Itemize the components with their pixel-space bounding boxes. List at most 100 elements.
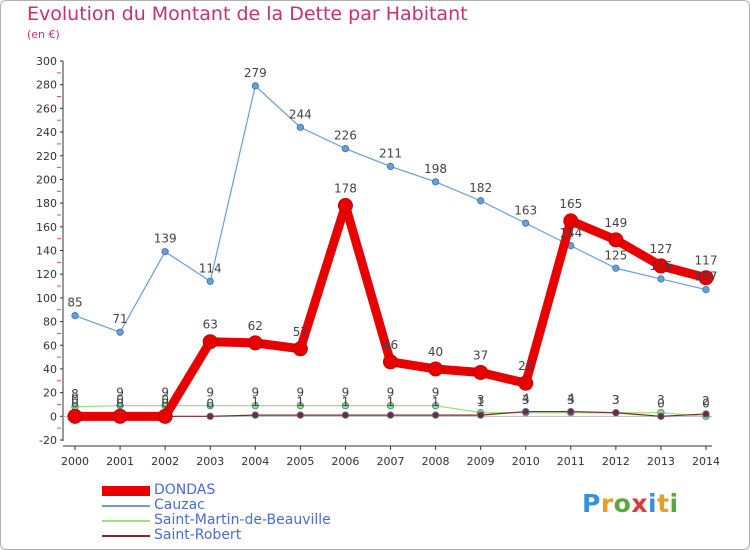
data-point-cauzac <box>161 248 169 256</box>
data-point-dondas <box>608 232 624 248</box>
y-tick-label: 140 <box>36 245 57 258</box>
x-tick-label: 2000 <box>61 455 89 468</box>
y-tick-label: 0 <box>50 410 57 423</box>
y-tick-label: 120 <box>36 268 57 281</box>
data-label-saint-martin-de-beauville: 9 <box>297 386 305 400</box>
data-label-dondas: 149 <box>604 216 627 230</box>
data-label-saint-robert: 1 <box>432 395 440 409</box>
data-point-saint-martin-de-beauville <box>341 402 350 410</box>
data-label-dondas: 165 <box>559 197 582 211</box>
data-label-saint-martin-de-beauville: 3 <box>522 393 530 407</box>
x-tick-label: 2011 <box>557 455 585 468</box>
data-label-cauzac: 279 <box>244 66 267 80</box>
logo-letter: r <box>600 489 614 518</box>
data-point-dondas <box>112 408 128 424</box>
data-label-cauzac: 244 <box>289 107 312 121</box>
data-label-saint-robert: 0 <box>657 396 665 410</box>
data-label-saint-martin-de-beauville: 9 <box>116 386 124 400</box>
data-label-saint-martin-de-beauville: 8 <box>71 387 79 401</box>
logo-letter: P <box>582 489 601 518</box>
data-label-saint-robert: 1 <box>477 395 485 409</box>
x-tick-label: 2013 <box>647 455 675 468</box>
data-label-dondas: 40 <box>428 345 443 359</box>
legend-label-saint-robert: Saint-Robert <box>154 527 242 543</box>
y-tick-label: 180 <box>36 197 57 210</box>
data-point-saint-robert <box>522 407 530 416</box>
data-point-cauzac <box>612 264 620 272</box>
data-point-dondas <box>247 335 263 351</box>
data-label-saint-martin-de-beauville: 9 <box>251 386 259 400</box>
data-label-dondas: 0 <box>161 392 169 406</box>
legend-swatch-saint-robert <box>102 535 150 537</box>
y-tick-label: 280 <box>36 79 57 92</box>
x-tick-label: 2001 <box>106 455 134 468</box>
data-label-saint-robert: 0 <box>206 396 214 410</box>
data-point-cauzac <box>251 82 259 90</box>
data-label-dondas: 0 <box>116 392 124 406</box>
data-label-saint-martin-de-beauville: 9 <box>161 386 169 400</box>
y-tick-label: 260 <box>36 102 57 115</box>
legend-label-dondas: DONDAS <box>154 482 216 498</box>
y-tick-label: 60 <box>43 339 57 352</box>
data-point-saint-robert <box>251 411 259 419</box>
y-tick-label: 80 <box>43 316 57 329</box>
data-label-saint-robert: 4 <box>522 392 530 406</box>
x-tick-label: 2005 <box>286 455 314 468</box>
data-label-dondas: 0 <box>71 392 79 406</box>
data-point-saint-robert <box>206 412 214 420</box>
data-point-saint-robert <box>612 409 620 417</box>
data-point-cauzac <box>116 328 124 336</box>
y-tick-label: 100 <box>36 292 57 305</box>
data-point-saint-robert <box>431 411 440 419</box>
data-label-cauzac: 198 <box>424 162 447 176</box>
data-label-saint-martin-de-beauville: 9 <box>206 386 214 400</box>
y-tick-label: 20 <box>43 387 57 400</box>
y-tick-label: -20 <box>39 434 57 447</box>
data-point-dondas <box>653 258 669 274</box>
logo-letter: x <box>631 489 648 518</box>
y-tick-label: 220 <box>36 150 57 163</box>
data-point-dondas <box>698 270 714 286</box>
data-label-dondas: 178 <box>334 181 357 195</box>
series-line-cauzac <box>74 85 707 333</box>
x-tick-label: 2004 <box>241 455 269 468</box>
logo-letter: t <box>657 489 670 518</box>
proxiti-logo: Proxiti <box>582 489 679 518</box>
legend-swatch-dondas <box>102 486 150 496</box>
x-tick-label: 2002 <box>151 455 179 468</box>
legend-label-cauzac: Cauzac <box>154 497 205 513</box>
data-label-saint-martin-de-beauville: 9 <box>432 386 440 400</box>
chart-subtitle: (en €) <box>27 28 60 41</box>
data-label-saint-robert: 2 <box>702 394 710 408</box>
data-label-saint-robert: 1 <box>251 395 259 409</box>
data-label-cauzac: 163 <box>514 203 537 217</box>
data-point-cauzac <box>657 275 665 283</box>
x-tick-label: 2003 <box>196 455 224 468</box>
y-tick-label: 160 <box>36 221 57 234</box>
data-point-dondas <box>428 361 444 377</box>
data-point-saint-robert <box>702 410 710 418</box>
data-label-dondas: 117 <box>695 254 718 268</box>
data-point-cauzac <box>71 312 79 320</box>
data-label-cauzac: 226 <box>334 129 357 143</box>
chart-title: Evolution du Montant de la Dette par Hab… <box>27 3 468 25</box>
data-point-cauzac <box>477 197 485 205</box>
data-point-cauzac <box>431 178 440 186</box>
x-tick-label: 2012 <box>602 455 630 468</box>
data-label-dondas: 57 <box>293 325 308 339</box>
data-label-cauzac: 114 <box>199 261 222 275</box>
data-label-saint-robert: 0 <box>116 396 124 410</box>
data-point-dondas <box>563 213 579 229</box>
data-label-saint-martin-de-beauville: 3 <box>612 393 620 407</box>
data-point-saint-robert <box>341 411 350 419</box>
data-label-saint-robert: 3 <box>612 393 620 407</box>
data-point-saint-martin-de-beauville <box>251 402 259 410</box>
data-label-cauzac: 182 <box>469 181 492 195</box>
data-label-dondas: 28 <box>518 359 533 373</box>
data-label-saint-martin-de-beauville: 9 <box>342 386 350 400</box>
logo-letter: o <box>613 489 632 518</box>
x-tick-label: 2008 <box>422 455 450 468</box>
data-label-saint-martin-de-beauville: 3 <box>567 393 575 407</box>
data-label-saint-martin-de-beauville: 0 <box>702 396 710 410</box>
